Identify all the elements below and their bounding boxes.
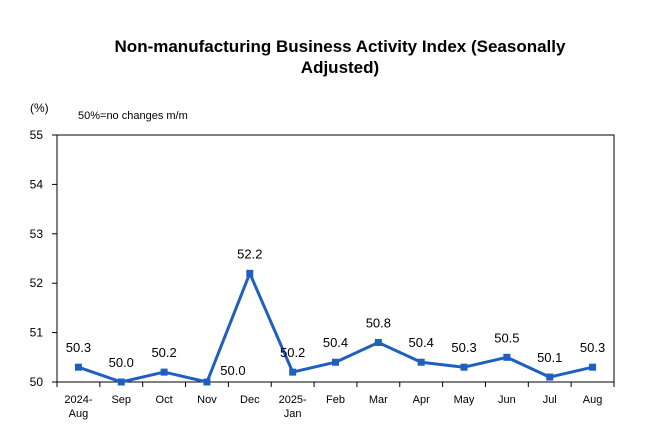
x-tick-label: Mar — [369, 394, 388, 406]
data-label: 50.4 — [409, 335, 434, 350]
data-point — [503, 353, 511, 361]
data-label: 50.2 — [151, 345, 176, 360]
chart-title-line-1: Non-manufacturing Business Activity Inde… — [114, 37, 566, 56]
data-label: 50.3 — [66, 340, 91, 355]
y-tick-label: 53 — [30, 227, 44, 241]
data-label: 50.2 — [280, 345, 305, 360]
baseline-note: 50%=no changes m/m — [78, 110, 188, 122]
data-point — [546, 373, 554, 381]
data-point — [374, 338, 382, 346]
data-point — [74, 363, 82, 371]
data-point — [246, 269, 254, 277]
data-label: 50.0 — [220, 363, 245, 378]
y-axis-unit: (%) — [30, 101, 49, 115]
x-tick-label: Aug — [69, 408, 89, 420]
x-tick-label: 2024- — [64, 394, 92, 406]
plot-area-frame — [56, 134, 615, 383]
data-label: 50.0 — [109, 355, 134, 370]
data-point — [160, 368, 168, 376]
data-labels: 50.3 50.0 50.2 50.0 52.2 50.2 50.4 50.8 50.4 50.3… — [66, 246, 605, 378]
x-tick-label: Jul — [543, 394, 557, 406]
y-tick-label: 52 — [30, 276, 44, 290]
y-tick-label: 51 — [30, 326, 44, 340]
x-tick-label: May — [454, 394, 475, 406]
y-tick-label: 54 — [30, 177, 44, 191]
data-label: 50.5 — [494, 330, 519, 345]
data-label: 50.4 — [323, 335, 348, 350]
data-point — [417, 358, 425, 366]
y-tick-label: 55 — [30, 128, 44, 142]
y-tick-label: 50 — [30, 375, 44, 389]
x-tick-label: Nov — [197, 394, 217, 406]
x-tick-label: Dec — [240, 394, 260, 406]
data-label: 50.8 — [366, 315, 391, 330]
data-label: 50.3 — [580, 340, 605, 355]
x-tick-label: 2025- — [279, 394, 307, 406]
data-label: 50.1 — [537, 350, 562, 365]
data-label: 50.3 — [451, 340, 476, 355]
x-axis-ticks: 2024- Aug Sep Oct Nov Dec 2025- Jan Feb Mar Apr May… — [56, 382, 615, 420]
x-tick-label: Apr — [413, 394, 430, 406]
data-point — [117, 378, 125, 386]
series-markers — [74, 269, 597, 386]
data-point — [460, 363, 468, 371]
x-tick-label: Feb — [326, 394, 345, 406]
data-point — [332, 358, 339, 366]
chart-title: Non-manufacturing Business Activity Inde… — [60, 36, 620, 78]
data-point — [289, 368, 297, 376]
x-tick-label: Aug — [583, 394, 603, 406]
chart-title-line-2: Adjusted) — [300, 58, 380, 77]
data-label: 52.2 — [237, 246, 262, 261]
x-tick-label: Sep — [111, 394, 131, 406]
data-point — [203, 378, 211, 386]
data-point — [589, 363, 597, 371]
y-axis-ticks: 50 51 52 53 54 55 — [30, 128, 57, 389]
x-tick-label: Jun — [498, 394, 516, 406]
x-tick-label: Oct — [156, 394, 173, 406]
x-tick-label: Jan — [284, 408, 302, 420]
